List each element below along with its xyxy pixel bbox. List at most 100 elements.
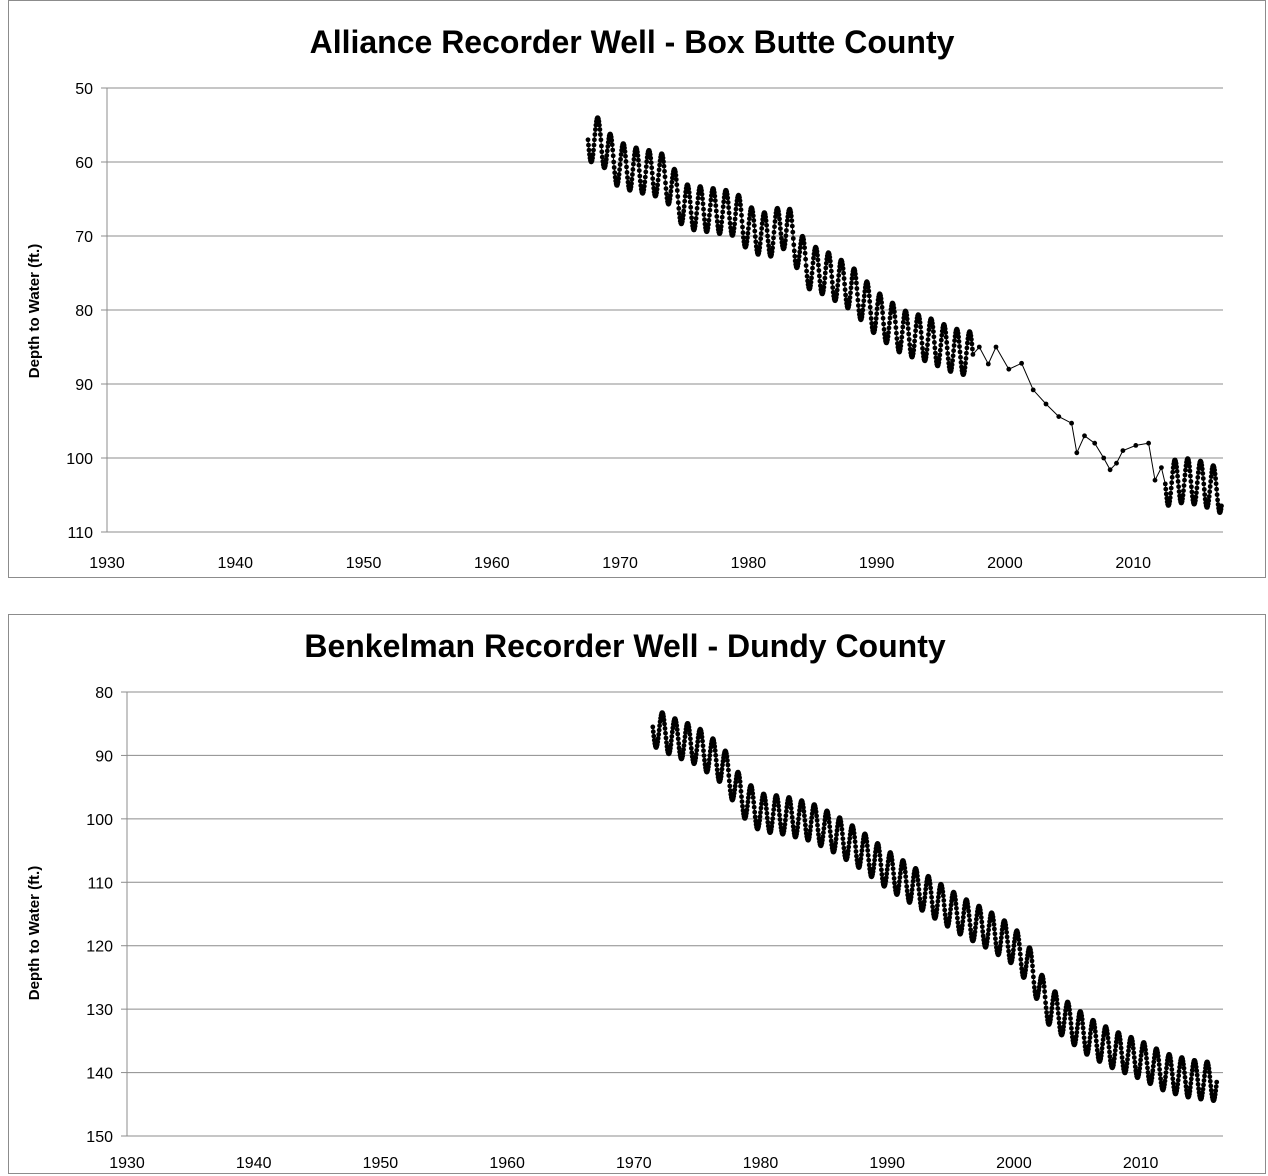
data-point xyxy=(770,811,776,817)
data-point xyxy=(623,153,628,159)
data-point xyxy=(788,805,794,811)
data-point xyxy=(1119,1050,1124,1056)
data-point xyxy=(750,795,756,800)
y-tick-label: 100 xyxy=(66,451,93,468)
data-point xyxy=(586,142,591,148)
data-point xyxy=(931,334,937,340)
data-point xyxy=(603,160,609,166)
data-point xyxy=(1133,443,1139,448)
data-point xyxy=(726,773,732,778)
data-point xyxy=(586,147,592,153)
data-point xyxy=(668,742,674,748)
data-point xyxy=(890,866,896,872)
data-point xyxy=(941,898,947,903)
chart-benkelman-well: Benkelman Recorder Well - Dundy County D… xyxy=(8,614,1266,1174)
data-point xyxy=(1180,492,1186,498)
data-point xyxy=(783,813,789,819)
data-point xyxy=(962,365,968,370)
data-point xyxy=(795,820,801,826)
data-point xyxy=(712,744,718,749)
data-point xyxy=(887,315,893,321)
data-point xyxy=(695,195,701,201)
data-point xyxy=(734,202,739,208)
y-tick-label: 90 xyxy=(95,748,113,765)
data-point xyxy=(673,177,679,182)
data-point xyxy=(1159,465,1164,470)
data-point xyxy=(772,224,777,230)
data-point xyxy=(1170,1080,1176,1086)
data-point xyxy=(892,309,897,315)
x-tick-label: 1990 xyxy=(869,1155,905,1172)
data-point xyxy=(1183,1084,1189,1089)
data-point xyxy=(796,253,802,259)
data-point xyxy=(707,212,712,218)
y-tick-label: 110 xyxy=(67,525,93,542)
data-point xyxy=(1181,1061,1186,1067)
data-point xyxy=(1207,1078,1213,1084)
data-point xyxy=(737,775,742,781)
data-point xyxy=(771,803,777,808)
data-point xyxy=(811,255,816,261)
data-point xyxy=(795,825,800,830)
y-tick-label: 50 xyxy=(75,81,93,98)
data-point xyxy=(720,209,726,215)
data-point xyxy=(855,297,861,303)
data-point xyxy=(953,897,958,903)
data-point xyxy=(820,834,826,840)
data-point xyxy=(617,162,623,167)
y-tick-label: 90 xyxy=(75,377,93,394)
data-point xyxy=(720,758,726,764)
data-point xyxy=(629,181,634,187)
data-point xyxy=(782,822,788,827)
data-point xyxy=(872,857,877,863)
data-point xyxy=(1101,455,1107,461)
data-point xyxy=(814,249,820,254)
data-point xyxy=(674,188,680,193)
data-point xyxy=(714,219,720,224)
data-point xyxy=(885,863,891,868)
data-point xyxy=(809,811,815,817)
grid-lines xyxy=(107,87,1223,533)
y-tick-label: 140 xyxy=(86,1066,113,1083)
data-point xyxy=(739,799,745,804)
data-point xyxy=(1202,492,1208,497)
data-point xyxy=(631,156,637,162)
data-point xyxy=(746,226,751,232)
data-point xyxy=(948,902,954,908)
data-point xyxy=(622,145,627,151)
data-point xyxy=(775,799,781,805)
data-point xyxy=(1093,1038,1099,1044)
data-point xyxy=(764,222,769,228)
data-point xyxy=(883,875,889,881)
data-point xyxy=(1130,1045,1136,1051)
data-point xyxy=(769,820,775,826)
data-point xyxy=(869,321,875,326)
data-point xyxy=(830,289,836,295)
data-point xyxy=(725,762,731,768)
data-point xyxy=(936,356,942,362)
data-point xyxy=(934,907,940,912)
data-point xyxy=(785,218,790,224)
data-point xyxy=(655,182,660,188)
data-point xyxy=(1213,481,1219,487)
data-point xyxy=(784,228,789,233)
data-point xyxy=(797,245,803,251)
data-point xyxy=(771,235,776,241)
data-point xyxy=(1092,1025,1098,1030)
data-point xyxy=(801,809,807,814)
data-point xyxy=(1023,964,1029,969)
data-point xyxy=(896,883,902,889)
data-point xyxy=(992,926,997,932)
data-point xyxy=(866,293,872,299)
data-point xyxy=(686,190,692,195)
data-point xyxy=(1029,954,1034,959)
data-point xyxy=(959,923,965,928)
data-point xyxy=(1068,1021,1074,1026)
data-point xyxy=(852,839,858,845)
data-point xyxy=(898,870,903,876)
data-point xyxy=(744,239,750,245)
data-point xyxy=(985,931,991,937)
data-point xyxy=(803,822,808,828)
data-point xyxy=(879,872,885,877)
data-point xyxy=(804,273,810,279)
